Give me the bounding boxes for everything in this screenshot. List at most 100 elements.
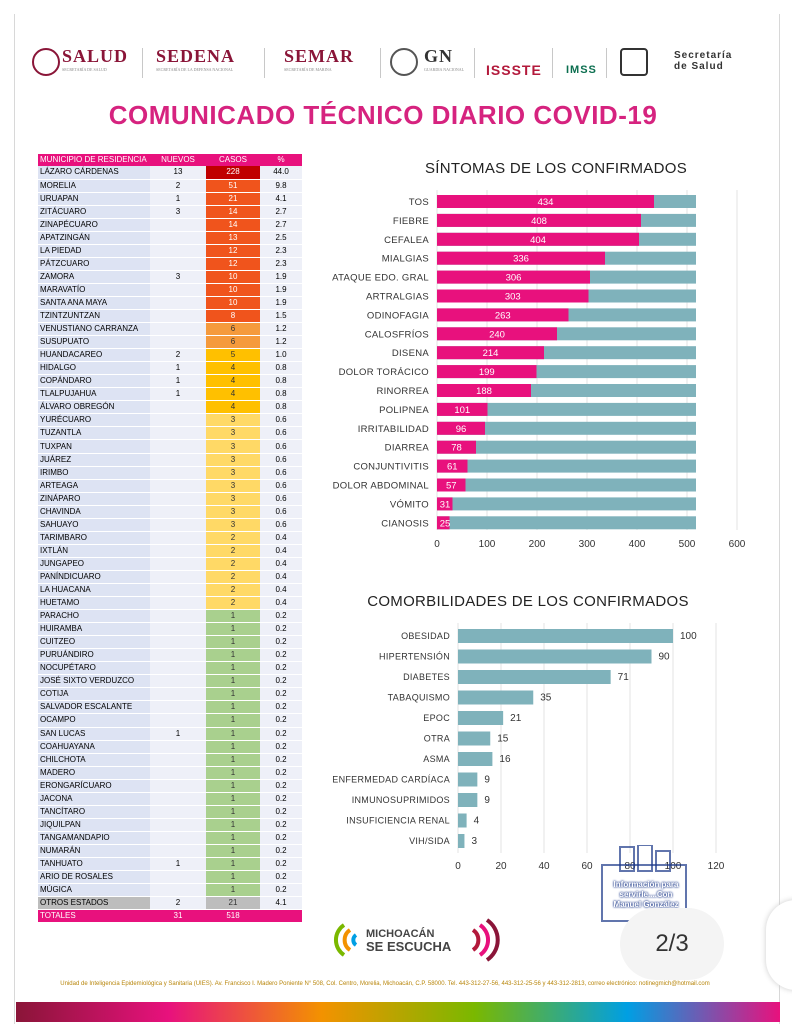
cell-municipio: APATZINGÁN [38, 231, 150, 245]
cell-nuevos: 1 [150, 192, 206, 206]
x-tick-label: 400 [629, 539, 646, 550]
bar-value-label: 35 [540, 693, 552, 704]
cell-municipio: MORELIA [38, 179, 150, 193]
bar-remainder [437, 402, 696, 416]
table-row: PÁTZCUARO 12 2.3 [38, 257, 302, 271]
table-row: JACONA 1 0.2 [38, 792, 302, 806]
category-label: ASMA [423, 754, 450, 764]
cell-municipio: SAHUAYO [38, 518, 150, 532]
category-label: RINORREA [376, 386, 429, 397]
cell-nuevos [150, 740, 206, 754]
michoacan-seal-icon [620, 48, 648, 76]
table-body: LÁZARO CÁRDENAS 13 228 44.0 MORELIA 2 51 9.8 URU… [38, 166, 302, 924]
cell-casos: 1 [206, 831, 260, 845]
cell-municipio: HIDALGO [38, 361, 150, 376]
cell-pct: 4.1 [260, 192, 302, 206]
cell-municipio: URUAPAN [38, 192, 150, 206]
cell-municipio: VENUSTIANO CARRANZA [38, 322, 150, 337]
footer-logo-line2: SE ESCUCHA [366, 939, 452, 954]
bar-remainder [437, 421, 696, 435]
table-row: MORELIA 2 51 9.8 [38, 179, 302, 193]
cell-nuevos [150, 400, 206, 415]
cell-casos: 1 [206, 609, 260, 624]
cell-casos: 1 [206, 622, 260, 637]
cell-pct: 0.4 [260, 557, 302, 571]
logo-divider [606, 48, 607, 78]
cell-pct: 1.2 [260, 322, 302, 337]
table-row: TANCÍTARO 1 0.2 [38, 805, 302, 819]
cell-casos: 3 [206, 479, 260, 493]
table-row: ZINÁPARO 3 0.6 [38, 492, 302, 506]
cell-pct: 0.2 [260, 713, 302, 728]
bar-value [458, 731, 491, 746]
table-row: MARAVATÍO 10 1.9 [38, 283, 302, 297]
cell-casos: 1 [206, 648, 260, 663]
cell-pct: 0.2 [260, 740, 302, 754]
cell-nuevos [150, 844, 206, 858]
page-indicator[interactable]: 2/3 [620, 908, 724, 980]
bar-value [437, 346, 544, 360]
bar-value-label: 199 [479, 367, 495, 378]
bar-value-label: 4 [474, 816, 480, 827]
cell-casos: 2 [206, 596, 260, 611]
table-row: YURÉCUARO 3 0.6 [38, 413, 302, 428]
category-label: EPOC [423, 713, 450, 723]
cell-nuevos: 1 [150, 374, 206, 389]
logo-imss: IMSS [566, 64, 597, 76]
cell-pct: 0.4 [260, 583, 302, 598]
cell-nuevos [150, 805, 206, 819]
cell-nuevos: 1 [150, 857, 206, 872]
cell-pct: 0.6 [260, 479, 302, 493]
cell-municipio: MARAVATÍO [38, 283, 150, 297]
cell-municipio: JIQUILPAN [38, 818, 150, 832]
category-label: DISENA [392, 348, 430, 359]
cell-pct: 0.6 [260, 413, 302, 428]
x-tick-label: 100 [479, 539, 496, 550]
cell-pct: 9.8 [260, 179, 302, 193]
category-label: DIABETES [403, 672, 450, 682]
table-row: SALVADOR ESCALANTE 1 0.2 [38, 700, 302, 715]
cell-municipio: TLALPUJAHUA [38, 387, 150, 402]
cell-municipio: CUITZEO [38, 635, 150, 650]
cell-casos: 1 [206, 687, 260, 702]
bar-value-label: 303 [505, 292, 521, 303]
table-row: ERONGARÍCUARO 1 0.2 [38, 779, 302, 793]
cell-pct: 0.8 [260, 387, 302, 402]
cell-nuevos [150, 426, 206, 441]
bar-value [458, 629, 673, 643]
cell-pct: 0.6 [260, 466, 302, 480]
chart-title-sintomas: SÍNTOMAS DE LOS CONFIRMADOS [424, 160, 688, 177]
table-row: TZINTZUNTZAN 8 1.5 [38, 309, 302, 324]
logo-divider [474, 48, 475, 78]
logo-divider [380, 48, 381, 78]
cell-pct: 2.3 [260, 257, 302, 271]
cell-pct: 0.4 [260, 596, 302, 611]
table-row: SUSUPUATO 6 1.2 [38, 335, 302, 350]
table-row: LÁZARO CÁRDENAS 13 228 44.0 [38, 166, 302, 180]
cell-casos: 1 [206, 713, 260, 728]
bar-value [458, 793, 478, 807]
cell-casos: 3 [206, 439, 260, 454]
bar-value-label: 306 [506, 273, 522, 284]
cell-casos: 8 [206, 309, 260, 324]
category-label: DOLOR TORÁCICO [339, 367, 429, 378]
chart-comorbilidades: 0 20 40 60 80 100 120 OBESIDAD 100 HIPERTENSIÓN 90… [332, 623, 725, 872]
cell-casos: 2 [206, 531, 260, 545]
cell-municipio: CHAVINDA [38, 505, 150, 519]
category-label: CIANOSIS [381, 518, 429, 529]
cell-nuevos [150, 413, 206, 428]
side-scroll-handle[interactable] [766, 900, 792, 990]
category-label: VÓMITO [390, 499, 429, 510]
cell-pct: 0.6 [260, 453, 302, 467]
totals-row: TOTALES 31 518 [38, 909, 302, 924]
header-logos: SALUD SECRETARÍA DE SALUD SEDENA SECRETARÍ… [24, 40, 754, 92]
bar-remainder [437, 497, 696, 511]
bar-value-label: 16 [499, 754, 511, 765]
bar-value [437, 402, 488, 416]
category-label: ENFERMEDAD CARDÍACA [332, 775, 450, 785]
cell-municipio: SUSUPUATO [38, 335, 150, 350]
cell-pct: 0.2 [260, 622, 302, 637]
cell-municipio: TANHUATO [38, 857, 150, 872]
cell-pct: 4.1 [260, 896, 302, 911]
logo-divider [552, 48, 553, 78]
